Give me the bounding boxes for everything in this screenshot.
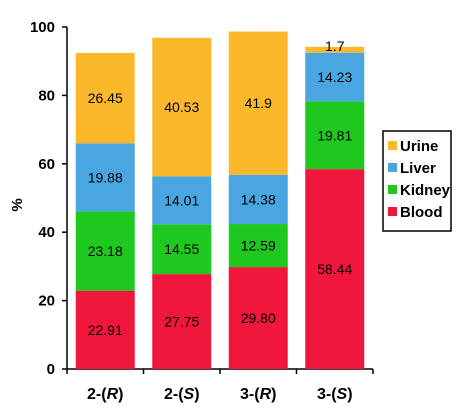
legend-swatch-kidney	[388, 185, 397, 194]
legend-label-blood: Blood	[400, 204, 443, 221]
legend-swatch-urine	[388, 141, 397, 150]
data-label-blood-3: 29.80	[241, 310, 276, 326]
data-label-kidney-1: 23.18	[88, 243, 123, 259]
legend-swatch-blood	[388, 207, 397, 216]
data-label-kidney-2: 14.55	[164, 241, 199, 257]
legend: Urine Liver Kidney Blood	[383, 131, 451, 231]
y-tick-label: 20	[38, 293, 55, 310]
legend-label-kidney: Kidney	[400, 182, 451, 199]
legend-swatch-liver	[388, 163, 397, 172]
y-tick-label: 100	[30, 19, 55, 36]
data-label-liver-2: 14.01	[164, 192, 199, 208]
data-label-blood-4: 58.44	[317, 261, 352, 277]
data-label-liver-3: 14.38	[241, 191, 276, 207]
y-tick-label: 40	[38, 224, 55, 241]
data-label-urine-1: 26.45	[88, 90, 123, 106]
data-label-blood-2: 27.75	[164, 314, 199, 330]
legend-label-urine: Urine	[400, 138, 438, 155]
data-label-urine-3: 41.9	[245, 95, 272, 111]
data-label-urine-4: 1.7	[325, 38, 345, 54]
data-label-liver-1: 19.88	[88, 169, 123, 185]
y-tick-label: 60	[38, 156, 55, 173]
x-category-label: 3-(R)	[240, 386, 276, 403]
legend-label-liver: Liver	[400, 160, 436, 177]
x-category-label: 3-(S)	[317, 386, 353, 403]
y-tick-label: 80	[38, 87, 55, 104]
y-tick-label: 0	[47, 361, 55, 378]
data-label-blood-1: 22.91	[88, 322, 123, 338]
x-axis-categories: 2-(R) 2-(S) 3-(R) 3-(S)	[87, 386, 353, 403]
x-category-label: 2-(R)	[87, 386, 123, 403]
data-label-kidney-3: 12.59	[241, 238, 276, 254]
data-label-liver-4: 14.23	[317, 69, 352, 85]
data-label-kidney-4: 19.81	[317, 127, 352, 143]
y-axis-label: %	[9, 198, 26, 211]
data-label-urine-2: 40.53	[164, 99, 199, 115]
x-category-label: 2-(S)	[164, 386, 200, 403]
